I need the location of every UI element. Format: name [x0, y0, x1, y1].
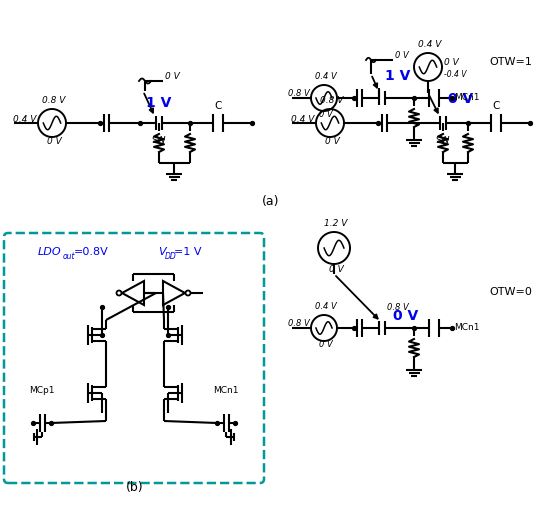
- Text: MCn1: MCn1: [213, 386, 238, 395]
- Text: OTW=0: OTW=0: [489, 287, 532, 297]
- Text: MCn1: MCn1: [454, 324, 480, 332]
- Text: (b): (b): [126, 481, 144, 494]
- Text: out: out: [63, 252, 75, 261]
- Text: MCn1: MCn1: [454, 93, 480, 103]
- Text: 1.2 V: 1.2 V: [324, 219, 347, 228]
- Text: C: C: [214, 101, 222, 111]
- Text: 0 V: 0 V: [328, 265, 344, 274]
- Text: 0.8 V: 0.8 V: [42, 96, 66, 105]
- Text: MCp1: MCp1: [29, 386, 55, 395]
- Text: -0.4 V: -0.4 V: [444, 70, 467, 79]
- Text: SW: SW: [436, 136, 450, 145]
- Text: V: V: [158, 247, 166, 257]
- Text: 0 V: 0 V: [319, 340, 333, 349]
- Text: DD: DD: [165, 252, 177, 261]
- Text: 0.8 V: 0.8 V: [288, 319, 310, 328]
- Text: 0.8 V: 0.8 V: [387, 303, 409, 312]
- Text: 0 V: 0 V: [47, 137, 61, 146]
- Text: 0 V: 0 V: [448, 92, 473, 106]
- Text: 0 V: 0 V: [393, 309, 418, 323]
- Text: 0.4 V: 0.4 V: [12, 115, 36, 124]
- Text: 0.4 V: 0.4 V: [315, 72, 337, 81]
- Text: SW: SW: [152, 136, 166, 145]
- Text: C: C: [492, 101, 500, 111]
- Text: OTW=1: OTW=1: [489, 57, 532, 67]
- Text: 0 V: 0 V: [319, 110, 333, 119]
- Text: 0 V: 0 V: [395, 51, 409, 60]
- Text: (a): (a): [262, 195, 280, 208]
- Text: 0.4 V: 0.4 V: [418, 40, 442, 49]
- Text: 0 V: 0 V: [325, 137, 339, 146]
- Text: =1 V: =1 V: [174, 247, 202, 257]
- Text: 0.8 V: 0.8 V: [288, 89, 310, 98]
- Text: 0 V: 0 V: [444, 58, 459, 67]
- Text: LDO: LDO: [38, 247, 62, 257]
- Text: 0.4 V: 0.4 V: [291, 115, 314, 124]
- Text: 0 V: 0 V: [165, 72, 180, 81]
- Text: =0.8V: =0.8V: [74, 247, 109, 257]
- Text: 0.4 V: 0.4 V: [315, 302, 337, 311]
- Text: 1 V: 1 V: [146, 96, 172, 110]
- Text: 1 V: 1 V: [385, 69, 410, 83]
- Text: 0.8 V: 0.8 V: [320, 96, 344, 105]
